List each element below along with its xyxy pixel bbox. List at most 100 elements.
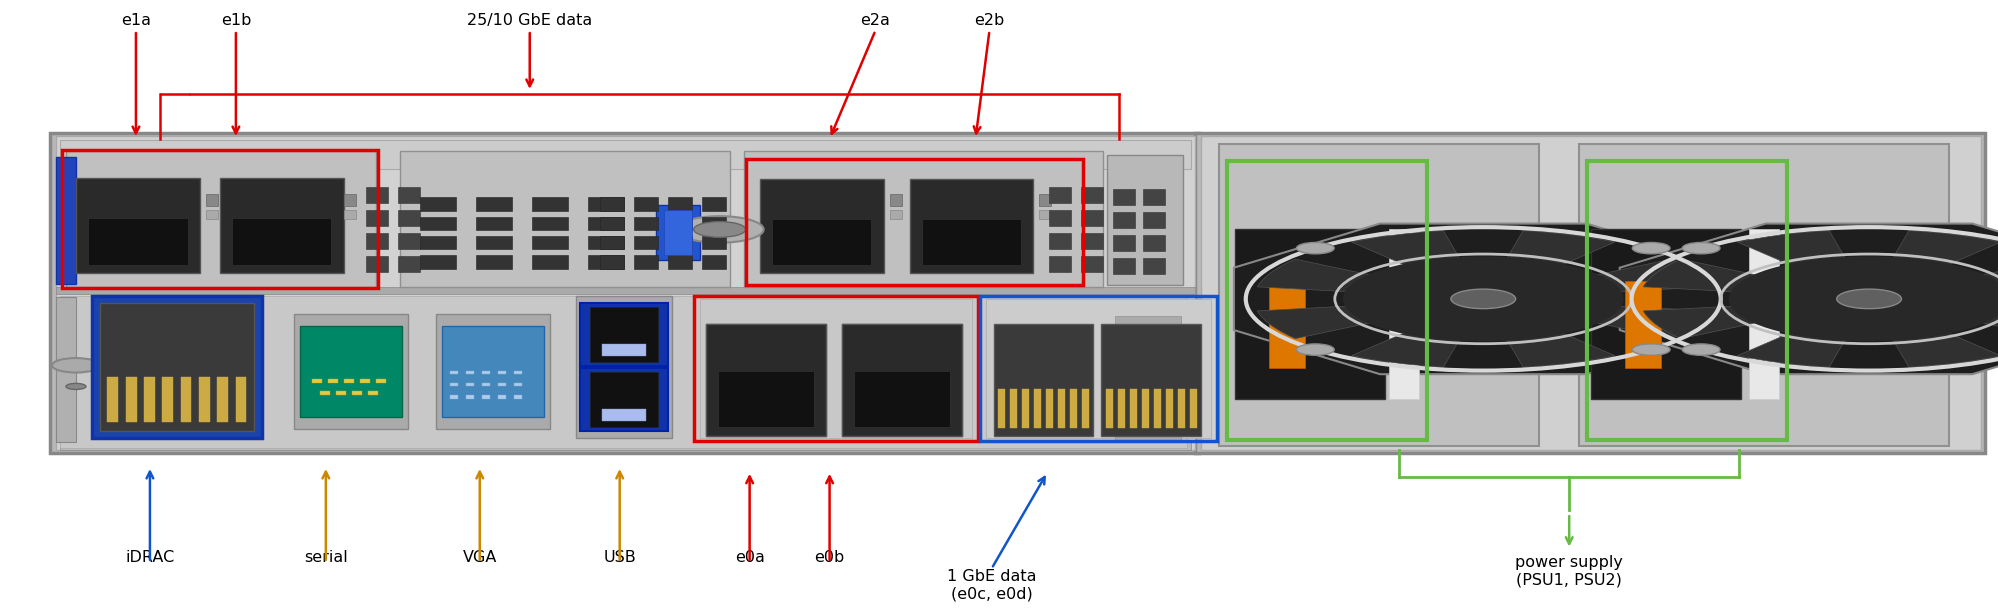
Bar [466, 371, 474, 375]
Bar [1115, 365, 1181, 377]
Wedge shape [1868, 231, 1998, 299]
Bar [1590, 230, 1740, 398]
Bar [1129, 389, 1137, 428]
Bar [889, 209, 901, 219]
Bar [1057, 389, 1065, 428]
Bar [126, 377, 136, 421]
Bar [979, 297, 1217, 441]
Circle shape [1343, 256, 1622, 341]
Bar [587, 197, 623, 211]
Bar [1049, 210, 1071, 226]
Bar [513, 371, 521, 375]
Bar [1039, 209, 1051, 219]
Bar [667, 255, 691, 269]
Polygon shape [1618, 224, 1998, 374]
Bar [1227, 161, 1427, 440]
Circle shape [66, 384, 86, 389]
Bar [1101, 324, 1201, 436]
Bar [60, 296, 1187, 448]
Bar [1115, 397, 1181, 409]
Circle shape [1836, 289, 1900, 309]
Bar [1143, 212, 1165, 228]
Bar [162, 377, 174, 421]
Bar [599, 255, 623, 269]
Bar [366, 256, 388, 272]
Bar [1115, 381, 1181, 393]
Wedge shape [1868, 299, 1998, 367]
Polygon shape [1233, 224, 1732, 374]
Bar [56, 287, 1195, 294]
Bar [1107, 155, 1183, 285]
Text: iDRAC: iDRAC [126, 549, 174, 565]
Bar [206, 209, 218, 219]
Bar [476, 236, 511, 249]
Bar [1143, 235, 1165, 250]
Bar [1748, 230, 1778, 398]
Bar [531, 255, 567, 269]
Bar [1021, 389, 1029, 428]
Bar [498, 384, 505, 387]
Bar [352, 391, 362, 395]
Bar [344, 194, 356, 206]
Bar [1081, 256, 1103, 272]
Bar [1081, 187, 1103, 203]
Bar [50, 133, 1199, 453]
Wedge shape [1736, 299, 1868, 367]
Bar [218, 377, 228, 421]
Bar [1195, 133, 1984, 453]
Bar [344, 209, 356, 219]
Bar [368, 391, 378, 395]
Bar [667, 236, 691, 249]
Bar [1113, 189, 1135, 205]
Bar [1081, 210, 1103, 226]
Bar [1219, 144, 1538, 446]
Bar [1235, 230, 1385, 398]
Bar [701, 197, 725, 211]
Bar [1177, 389, 1185, 428]
Bar [1141, 389, 1149, 428]
Bar [442, 326, 543, 417]
Bar [398, 187, 420, 203]
Bar [344, 379, 354, 384]
Bar [294, 314, 408, 429]
Wedge shape [1483, 231, 1614, 299]
Bar [1153, 389, 1161, 428]
Bar [699, 299, 971, 438]
Bar [701, 236, 725, 249]
Bar [705, 324, 825, 436]
Bar [745, 159, 1083, 285]
Bar [1081, 389, 1089, 428]
Bar [701, 255, 725, 269]
Bar [1269, 281, 1305, 368]
Bar [717, 371, 813, 427]
Bar [1115, 316, 1181, 328]
Bar [575, 296, 671, 438]
Wedge shape [1351, 299, 1483, 367]
Bar [579, 368, 667, 431]
Bar [92, 296, 262, 438]
Bar [60, 140, 1191, 169]
Bar [476, 255, 511, 269]
Bar [705, 324, 825, 436]
Bar [1389, 230, 1419, 398]
Circle shape [1297, 242, 1333, 254]
Bar [997, 389, 1005, 428]
Circle shape [52, 358, 100, 373]
Text: e1a: e1a [120, 13, 152, 29]
Bar [400, 151, 729, 287]
Bar [1115, 430, 1181, 442]
Bar [60, 441, 1191, 450]
Text: e1b: e1b [220, 13, 252, 29]
Bar [200, 377, 210, 421]
Bar [476, 217, 511, 230]
Bar [667, 217, 691, 230]
Bar [513, 384, 521, 387]
Bar [1586, 161, 1786, 440]
Bar [420, 236, 456, 249]
Bar [220, 177, 344, 273]
Bar [466, 384, 474, 387]
Bar [1009, 389, 1017, 428]
Wedge shape [1351, 231, 1483, 299]
Bar [232, 217, 332, 266]
Bar [312, 379, 322, 384]
